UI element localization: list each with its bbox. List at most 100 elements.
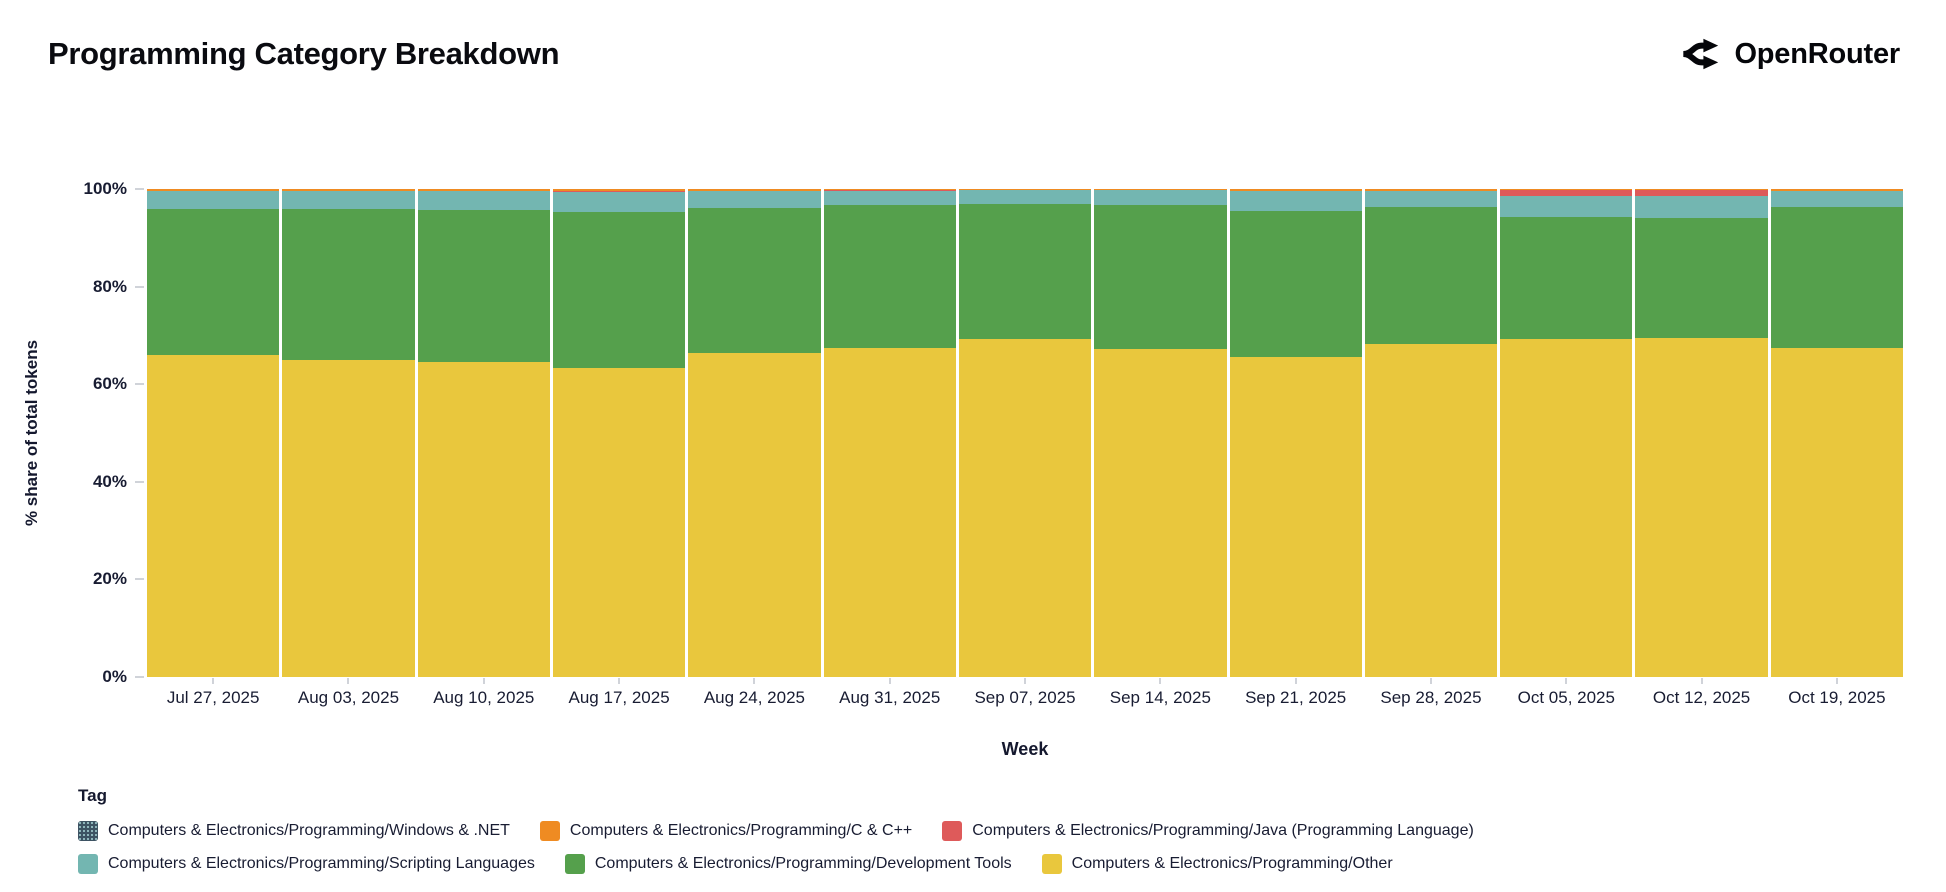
bar-Aug 24, 2025[interactable] — [688, 189, 821, 677]
bar-segment[interactable] — [1500, 189, 1633, 191]
x-tick-label: Aug 24, 2025 — [703, 688, 805, 707]
y-tick-mark — [135, 383, 144, 386]
bar-segment[interactable] — [1364, 343, 1498, 677]
bar-segment[interactable] — [282, 208, 415, 360]
bar-segment[interactable] — [1094, 189, 1227, 191]
x-tick-mark — [618, 678, 621, 684]
bar-Aug 31, 2025[interactable] — [823, 189, 956, 677]
legend-item[interactable]: Computers & Electronics/Programming/Deve… — [564, 854, 1012, 874]
bar-segment[interactable] — [417, 209, 550, 363]
bar-Aug 17, 2025[interactable] — [552, 189, 686, 677]
bar-segment[interactable] — [1229, 356, 1362, 677]
y-axis: 0% 20% 40% 60% 80% 100% — [0, 179, 147, 686]
bar-segment[interactable] — [147, 189, 280, 191]
x-tick-mark — [1700, 678, 1703, 684]
x-axis: Jul 27, 2025 Aug 03, 2025 Aug 10, 2025 Aug … — [147, 688, 1903, 708]
bar-Sep 21, 2025[interactable] — [1229, 189, 1362, 677]
legend-item[interactable]: Computers & Electronics/Programming/Java… — [942, 821, 1474, 841]
bar-segment[interactable] — [688, 208, 821, 354]
x-tick-label: Sep 07, 2025 — [974, 688, 1076, 707]
bar-segment[interactable] — [552, 191, 686, 213]
bar-segment[interactable] — [417, 362, 550, 677]
bar-segment[interactable] — [1500, 338, 1633, 677]
bar-segment[interactable] — [1364, 189, 1498, 191]
bar-segment[interactable] — [1635, 189, 1768, 190]
legend-item[interactable]: Computers & Electronics/Programming/Scri… — [78, 854, 535, 874]
bar-Aug 10, 2025[interactable] — [417, 189, 550, 677]
bar-Oct 19, 2025[interactable] — [1770, 189, 1904, 677]
bar-segment[interactable] — [823, 347, 956, 677]
bar-segment[interactable] — [823, 204, 956, 348]
legend-swatch-icon — [564, 854, 585, 874]
legend-item-label: Computers & Electronics/Programming/Wind… — [108, 822, 510, 839]
bar-segment[interactable] — [958, 190, 1092, 205]
bar-segment[interactable] — [688, 190, 821, 209]
bar-segment[interactable] — [417, 191, 550, 210]
legend-item[interactable]: Computers & Electronics/Programming/C & … — [539, 821, 912, 841]
y-tick-label: 100% — [83, 179, 127, 198]
bar-segment[interactable] — [1635, 196, 1768, 218]
bar-segment[interactable] — [1635, 189, 1768, 197]
bar-segment[interactable] — [1635, 217, 1768, 338]
x-tick-label: Aug 10, 2025 — [433, 688, 535, 707]
bar-segment[interactable] — [552, 368, 686, 677]
bar-segment[interactable] — [688, 189, 821, 191]
bar-segment[interactable] — [688, 353, 821, 677]
bar-Jul 27, 2025[interactable] — [147, 189, 280, 677]
bar-segment[interactable] — [147, 190, 280, 209]
bar-segment[interactable] — [417, 189, 550, 191]
bar-segment[interactable] — [1500, 190, 1633, 196]
legend-swatch-icon — [539, 821, 560, 841]
x-tick-mark — [1159, 678, 1162, 684]
bar-segment[interactable] — [1500, 216, 1633, 339]
bar-Sep 14, 2025[interactable] — [1094, 189, 1227, 677]
x-tick-mark — [1835, 678, 1838, 684]
bar-segment[interactable] — [1770, 189, 1904, 191]
bar-segment[interactable] — [958, 204, 1092, 339]
bar-segment[interactable] — [552, 212, 686, 369]
bar-segment[interactable] — [282, 359, 415, 677]
bar-Sep 28, 2025[interactable] — [1364, 189, 1498, 677]
legend-item[interactable]: Computers & Electronics/Programming/Wind… — [78, 821, 510, 841]
legend-title: Tag — [78, 786, 107, 805]
bar-segment[interactable] — [1094, 348, 1227, 677]
bar-segment[interactable] — [1770, 207, 1904, 349]
x-tick-mark — [888, 678, 891, 684]
x-tick-mark — [212, 678, 215, 684]
bar-Oct 12, 2025[interactable] — [1635, 189, 1768, 677]
bar-segment[interactable] — [958, 189, 1092, 191]
bar-Aug 03, 2025[interactable] — [282, 189, 415, 677]
x-tick-label: Sep 21, 2025 — [1245, 688, 1347, 707]
bar-segment[interactable] — [1770, 190, 1904, 208]
bar-Sep 07, 2025[interactable] — [958, 189, 1092, 677]
bar-segment[interactable] — [552, 189, 686, 192]
x-tick-mark — [1565, 678, 1568, 684]
bar-segment[interactable] — [1094, 204, 1227, 349]
bar-segment[interactable] — [1364, 190, 1498, 208]
bar-segment[interactable] — [1364, 207, 1498, 344]
bar-segment[interactable] — [1770, 348, 1904, 677]
bar-segment[interactable] — [282, 189, 415, 191]
bar-segment[interactable] — [1635, 337, 1768, 677]
bar-segment[interactable] — [1229, 191, 1362, 211]
x-tick-label: Sep 14, 2025 — [1109, 688, 1211, 707]
legend-item-label: Computers & Electronics/Programming/Scri… — [108, 855, 535, 872]
y-tick-mark — [135, 188, 144, 190]
bar-segment[interactable] — [147, 208, 280, 355]
bar-segment[interactable] — [282, 190, 415, 209]
bar-segment[interactable] — [1229, 210, 1362, 357]
x-tick-label: Aug 31, 2025 — [839, 688, 941, 707]
bar-segment[interactable] — [823, 189, 956, 191]
legend-item-label: Computers & Electronics/Programming/Java… — [972, 822, 1474, 839]
bar-segment[interactable] — [1094, 190, 1227, 205]
bar-segment[interactable] — [823, 190, 956, 205]
bar-Oct 05, 2025[interactable] — [1500, 189, 1633, 677]
bar-segment[interactable] — [1229, 189, 1362, 191]
bar-segment[interactable] — [1500, 195, 1633, 217]
y-tick-label: 80% — [92, 276, 127, 296]
legend-item[interactable]: Computers & Electronics/Programming/Othe… — [1041, 854, 1393, 874]
openrouter-brand[interactable]: OpenRouter — [1681, 34, 1900, 74]
bar-segment[interactable] — [958, 338, 1092, 677]
x-tick-label: Oct 05, 2025 — [1517, 688, 1615, 707]
bar-segment[interactable] — [147, 354, 280, 677]
